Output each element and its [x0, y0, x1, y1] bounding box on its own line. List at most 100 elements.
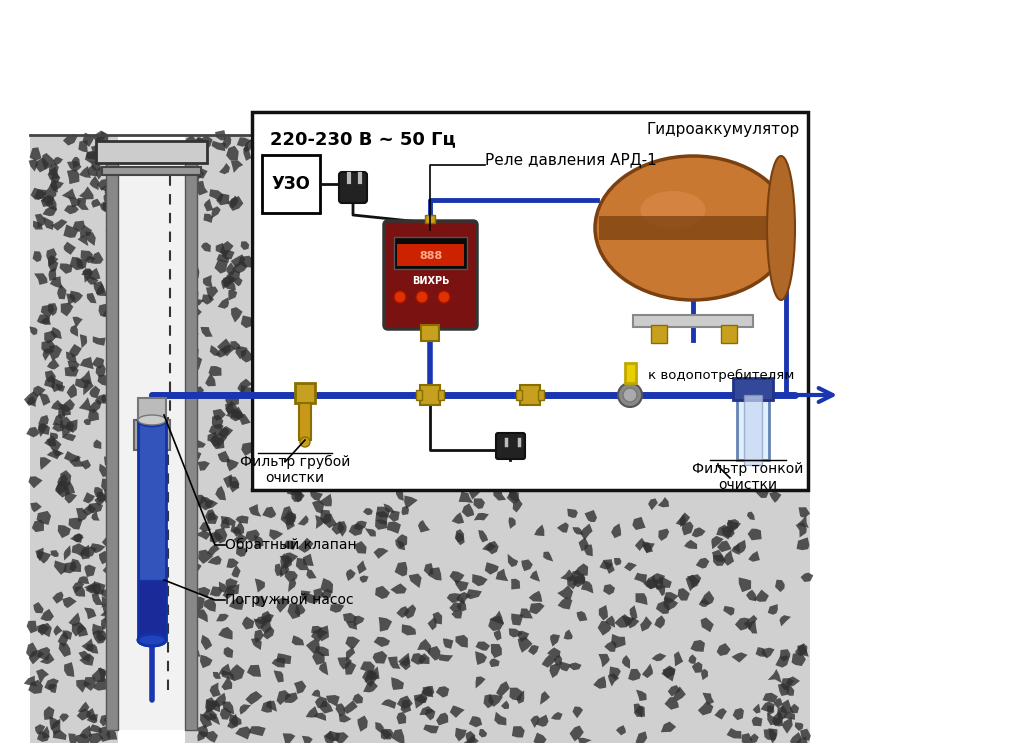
Text: Погружной насос: Погружной насос [225, 593, 353, 607]
Polygon shape [690, 640, 705, 652]
Polygon shape [198, 550, 213, 564]
Polygon shape [52, 591, 63, 604]
Polygon shape [57, 525, 71, 538]
Polygon shape [227, 195, 239, 209]
Polygon shape [38, 424, 48, 437]
Polygon shape [27, 426, 39, 438]
Polygon shape [73, 317, 83, 328]
Polygon shape [83, 379, 94, 395]
Polygon shape [92, 630, 106, 643]
Polygon shape [226, 270, 240, 281]
Polygon shape [797, 736, 809, 743]
Polygon shape [283, 733, 295, 743]
Polygon shape [102, 202, 114, 213]
Polygon shape [216, 194, 229, 205]
Polygon shape [57, 632, 69, 647]
Polygon shape [411, 653, 427, 665]
Polygon shape [752, 716, 763, 726]
Polygon shape [67, 383, 77, 398]
Polygon shape [603, 559, 614, 574]
Polygon shape [488, 695, 503, 707]
Polygon shape [715, 708, 727, 720]
Polygon shape [764, 729, 776, 740]
Polygon shape [229, 481, 240, 493]
Polygon shape [210, 345, 220, 356]
Polygon shape [48, 255, 58, 267]
Bar [138, 580, 166, 640]
Polygon shape [376, 511, 388, 525]
Polygon shape [201, 327, 213, 337]
Polygon shape [418, 520, 430, 533]
Polygon shape [792, 652, 806, 666]
Polygon shape [195, 495, 207, 507]
Polygon shape [362, 670, 377, 681]
Polygon shape [735, 617, 750, 631]
Polygon shape [455, 580, 469, 591]
Polygon shape [213, 409, 226, 421]
Polygon shape [287, 487, 302, 496]
Polygon shape [303, 554, 313, 566]
Polygon shape [512, 726, 524, 738]
Polygon shape [78, 236, 88, 246]
Polygon shape [232, 521, 244, 536]
Polygon shape [651, 653, 667, 661]
Polygon shape [494, 487, 506, 501]
Polygon shape [276, 597, 290, 613]
Polygon shape [44, 435, 56, 447]
Polygon shape [87, 293, 96, 303]
Polygon shape [579, 537, 589, 551]
Polygon shape [101, 478, 113, 492]
Polygon shape [634, 706, 645, 717]
Polygon shape [208, 512, 218, 524]
Polygon shape [569, 725, 584, 742]
Polygon shape [221, 276, 237, 288]
Polygon shape [39, 393, 50, 406]
Polygon shape [29, 476, 43, 488]
Polygon shape [668, 685, 681, 697]
Bar [416, 390, 422, 400]
Polygon shape [255, 579, 265, 592]
Polygon shape [414, 694, 427, 709]
Polygon shape [572, 707, 583, 718]
Polygon shape [241, 385, 255, 395]
Polygon shape [701, 669, 708, 680]
Polygon shape [36, 548, 44, 561]
Polygon shape [225, 394, 239, 406]
Polygon shape [218, 426, 233, 438]
Polygon shape [42, 206, 57, 216]
Polygon shape [92, 591, 103, 605]
Polygon shape [261, 701, 272, 713]
Polygon shape [496, 568, 508, 581]
Polygon shape [180, 716, 195, 725]
Polygon shape [184, 664, 197, 675]
Polygon shape [92, 623, 103, 634]
Polygon shape [89, 386, 100, 398]
Polygon shape [318, 662, 329, 675]
Polygon shape [796, 522, 807, 537]
Polygon shape [511, 614, 523, 626]
Polygon shape [365, 671, 378, 687]
Polygon shape [455, 529, 464, 542]
Bar [118, 155, 185, 730]
Polygon shape [801, 573, 813, 582]
Polygon shape [254, 629, 263, 643]
Polygon shape [51, 219, 68, 230]
Polygon shape [768, 669, 781, 683]
Polygon shape [40, 652, 54, 664]
Polygon shape [215, 346, 226, 357]
Polygon shape [101, 596, 113, 608]
Polygon shape [77, 709, 91, 721]
Polygon shape [222, 136, 231, 149]
Polygon shape [529, 603, 545, 614]
Polygon shape [381, 699, 396, 709]
Polygon shape [69, 612, 80, 626]
Polygon shape [518, 637, 532, 652]
Bar [138, 398, 166, 420]
Polygon shape [301, 591, 311, 601]
Polygon shape [474, 513, 488, 520]
Polygon shape [614, 614, 631, 628]
Polygon shape [490, 644, 502, 658]
Polygon shape [205, 500, 218, 508]
Polygon shape [456, 592, 471, 605]
Polygon shape [395, 539, 406, 551]
